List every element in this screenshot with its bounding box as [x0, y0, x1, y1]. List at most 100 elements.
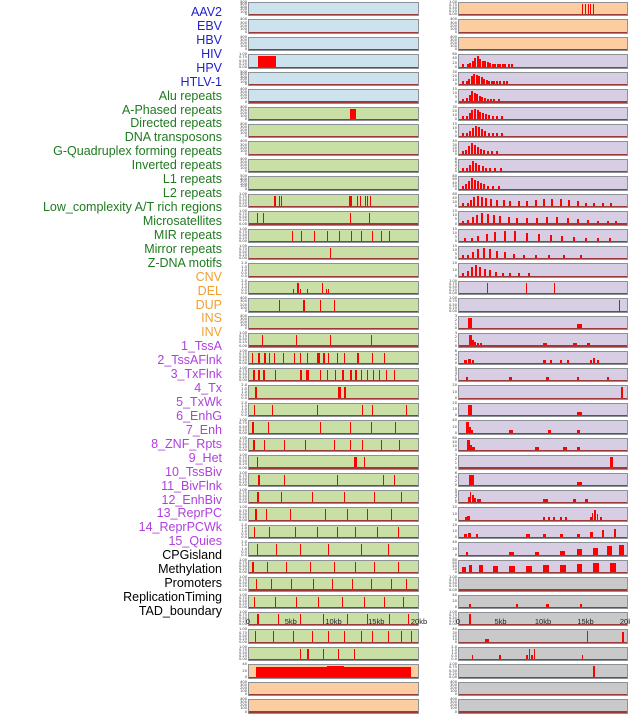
track-panel[interactable] — [248, 2, 419, 17]
track-panel[interactable] — [248, 577, 419, 592]
track-panel[interactable] — [248, 263, 419, 278]
track-panel[interactable] — [248, 350, 419, 365]
track-panel[interactable] — [458, 333, 628, 348]
y-axis-tick-label: 200 — [450, 41, 457, 46]
track-bar — [495, 81, 498, 86]
y-axis-tick-label: 0.50 — [238, 598, 247, 603]
track-panel[interactable] — [458, 141, 628, 156]
track-panel[interactable] — [248, 176, 419, 191]
track-panel[interactable] — [458, 89, 628, 104]
track-panel[interactable] — [458, 158, 628, 174]
track-panel[interactable] — [248, 124, 419, 139]
track-panel[interactable] — [248, 368, 419, 383]
track-panel[interactable] — [458, 455, 628, 470]
track-panel[interactable] — [458, 36, 628, 52]
y-axis-tick-label: 10 — [452, 267, 457, 272]
track-panel[interactable] — [458, 211, 628, 226]
track-panel[interactable] — [248, 524, 419, 540]
track-panel[interactable] — [248, 542, 419, 557]
y-axis-tick-label: 2.0 — [241, 540, 247, 545]
track-panel[interactable] — [248, 559, 419, 575]
track-panel[interactable] — [248, 298, 419, 313]
track-panel[interactable] — [248, 158, 419, 174]
track-panel[interactable] — [248, 664, 419, 679]
track-panel[interactable] — [248, 490, 419, 505]
track-panel[interactable] — [248, 681, 419, 697]
track-panel[interactable] — [248, 402, 419, 418]
track-panel[interactable] — [458, 646, 628, 662]
track-panel[interactable] — [248, 385, 419, 400]
track-panel[interactable] — [458, 420, 628, 435]
track-baseline — [459, 240, 627, 242]
track-panel[interactable] — [458, 315, 628, 331]
track-panel[interactable] — [458, 681, 628, 697]
track-panel[interactable] — [248, 246, 419, 261]
track-panel[interactable] — [458, 629, 628, 644]
track-panel[interactable] — [458, 263, 628, 278]
track-panel[interactable] — [248, 437, 419, 453]
track-panel[interactable] — [248, 89, 419, 104]
track-panel[interactable] — [458, 228, 628, 243]
track-panel[interactable] — [458, 280, 628, 296]
track-panel[interactable] — [248, 612, 419, 627]
track-panel[interactable] — [458, 507, 628, 522]
track-panel[interactable] — [458, 594, 628, 609]
track-panel[interactable] — [458, 524, 628, 540]
track-baseline — [249, 327, 418, 330]
track-panel[interactable] — [248, 629, 419, 644]
track-panel[interactable] — [458, 385, 628, 400]
track-panel[interactable] — [458, 298, 628, 313]
track-panel[interactable] — [458, 106, 628, 121]
track-panel[interactable] — [248, 507, 419, 522]
track-panel[interactable] — [248, 141, 419, 156]
track-panel[interactable] — [248, 54, 419, 69]
track-panel[interactable] — [458, 350, 628, 365]
track-panel[interactable] — [248, 193, 419, 209]
track-panel[interactable] — [248, 594, 419, 609]
track-bar — [337, 387, 342, 399]
track-panel[interactable] — [458, 699, 628, 714]
track-panel[interactable] — [458, 472, 628, 487]
track-panel[interactable] — [248, 315, 419, 331]
track-panel[interactable] — [248, 646, 419, 662]
track-panel[interactable] — [458, 577, 628, 592]
track-panel[interactable] — [248, 699, 419, 714]
track-label: DNA transposons — [124, 130, 222, 145]
track-panel[interactable] — [458, 612, 628, 627]
track-bar — [316, 404, 318, 417]
y-axis-tick-label: 5 — [454, 366, 457, 371]
track-panel[interactable] — [458, 124, 628, 139]
track-panel[interactable] — [458, 559, 628, 575]
track-panel[interactable] — [248, 420, 419, 435]
y-axis-tick-label: 1.00 — [238, 575, 247, 580]
track-baseline — [249, 554, 418, 556]
track-panel[interactable] — [248, 333, 419, 348]
track-panel[interactable] — [248, 36, 419, 52]
track-panel[interactable] — [458, 193, 628, 209]
track-panel[interactable] — [248, 280, 419, 296]
track-bar — [526, 232, 529, 242]
track-panel[interactable] — [248, 71, 419, 87]
track-panel[interactable] — [248, 455, 419, 470]
track-panel[interactable] — [248, 211, 419, 226]
track-panel[interactable] — [458, 2, 628, 17]
track-panel[interactable] — [248, 472, 419, 487]
track-panel[interactable] — [458, 437, 628, 453]
track-plot-area — [459, 282, 627, 295]
track-panel[interactable] — [458, 402, 628, 418]
track-panel[interactable] — [458, 54, 628, 69]
track-panel[interactable] — [458, 176, 628, 191]
track-panel[interactable] — [458, 19, 628, 34]
y-axis-tick-label: 0.25 — [238, 375, 247, 380]
track-panel[interactable] — [248, 228, 419, 243]
track-panel[interactable] — [458, 664, 628, 679]
y-axis-tick-label: 0 — [244, 47, 247, 52]
track-plot-area — [249, 73, 418, 86]
track-panel[interactable] — [248, 19, 419, 34]
track-panel[interactable] — [248, 106, 419, 121]
track-panel[interactable] — [458, 71, 628, 87]
track-panel[interactable] — [458, 246, 628, 261]
track-panel[interactable] — [458, 542, 628, 557]
track-panel[interactable] — [458, 368, 628, 383]
track-panel[interactable] — [458, 490, 628, 505]
